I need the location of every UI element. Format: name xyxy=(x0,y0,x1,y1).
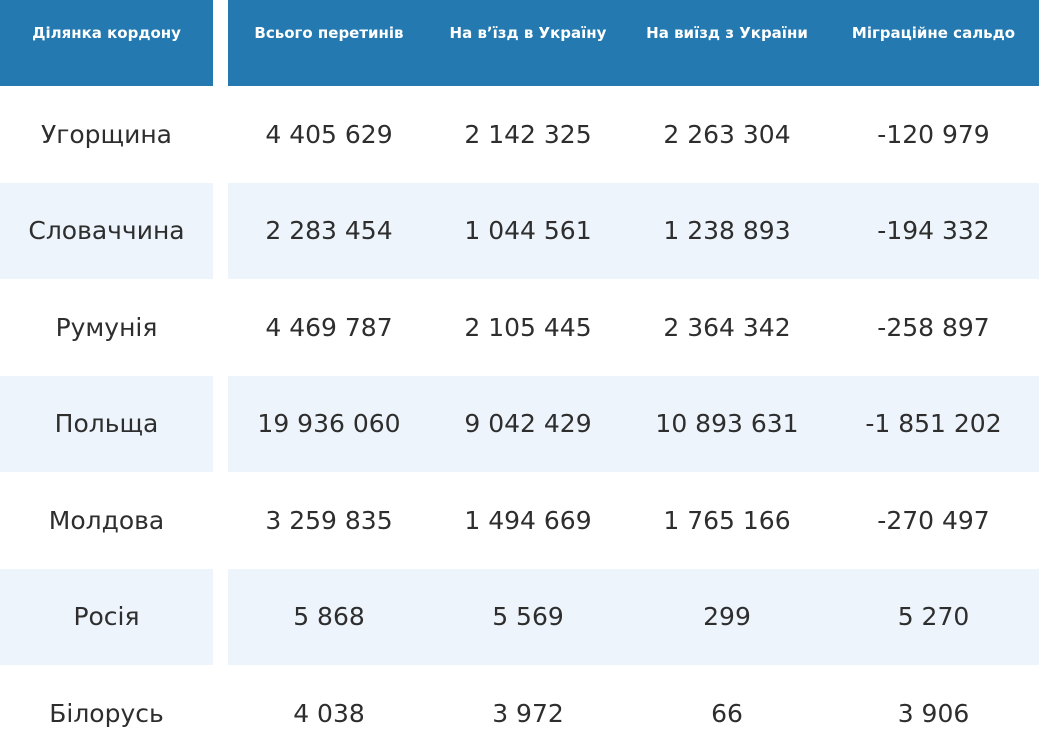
table-cell: 1 494 669 xyxy=(464,505,592,535)
table-cell: 2 105 445 xyxy=(464,312,592,342)
row-label-cell: Словаччина xyxy=(0,182,213,279)
row-label-cell: Угорщина xyxy=(41,119,172,149)
table-cell: 3 972 xyxy=(492,698,564,728)
table-cell: 3 906 xyxy=(897,698,970,728)
column-gap xyxy=(213,665,228,729)
table-cell: -1 851 202 xyxy=(828,375,1039,472)
row-label-cell: Молдова xyxy=(48,505,165,535)
table-cell: -270 497 xyxy=(877,505,990,535)
column-gap xyxy=(213,568,228,665)
row-label-cell: Польща xyxy=(0,375,213,472)
column-gap xyxy=(213,375,228,472)
table-cell: 1 765 166 xyxy=(663,505,791,535)
table-cell: 4 469 787 xyxy=(265,312,393,342)
table-cell: 1 044 561 xyxy=(430,182,626,279)
header-border-section: Ділянка кордону xyxy=(0,0,213,86)
row-label-cell: Румунія xyxy=(55,312,158,342)
column-gap xyxy=(213,472,228,569)
table-cell: 4 405 629 xyxy=(265,119,393,149)
table-cell: 19 936 060 xyxy=(228,375,430,472)
table-cell: 2 142 325 xyxy=(464,119,592,149)
column-gap xyxy=(213,279,228,376)
table-cell: 2 283 454 xyxy=(228,182,430,279)
table-cell: 5 868 xyxy=(228,568,430,665)
table-cell: 66 xyxy=(711,698,743,728)
table-cell: 5 270 xyxy=(828,568,1039,665)
table-cell: 2 364 342 xyxy=(663,312,791,342)
column-gap xyxy=(213,182,228,279)
table-cell: 5 569 xyxy=(430,568,626,665)
table-cell: -194 332 xyxy=(828,182,1039,279)
column-gap xyxy=(213,86,228,183)
table-cell: -120 979 xyxy=(877,119,990,149)
table-cell: 9 042 429 xyxy=(430,375,626,472)
column-gap xyxy=(213,0,228,86)
table-cell: 10 893 631 xyxy=(626,375,828,472)
table-cell: 299 xyxy=(626,568,828,665)
header-cell: На вʼїзд в Україну xyxy=(430,0,626,86)
table-cell: 1 238 893 xyxy=(626,182,828,279)
table-cell: -258 897 xyxy=(877,312,990,342)
table-cell: 2 263 304 xyxy=(663,119,791,149)
table-cell: 3 259 835 xyxy=(265,505,393,535)
row-label-cell: Білорусь xyxy=(49,698,164,728)
header-cell: Міграційне сальдо xyxy=(828,0,1039,86)
header-cell: На виїзд з України xyxy=(626,0,828,86)
table-cell: 4 038 xyxy=(293,698,365,728)
row-label-cell: Росія xyxy=(0,568,213,665)
header-cell: Всього перетинів xyxy=(228,0,430,86)
